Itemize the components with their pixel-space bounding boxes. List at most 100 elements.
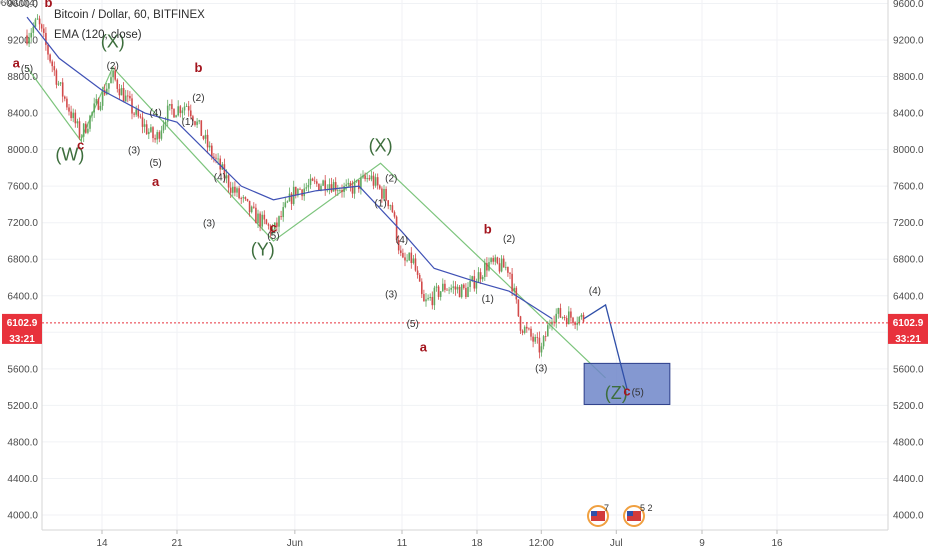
y-tick-label-right: 8400.0 [893, 109, 924, 120]
y-tick-label-left: 5200.0 [7, 401, 38, 412]
y-tick-label-right: 4000.0 [893, 511, 924, 522]
candle-body [423, 294, 425, 302]
candle-body [129, 95, 131, 99]
candle-body [238, 188, 240, 199]
candle-body [101, 89, 104, 106]
wave-label-degree: (4) [396, 235, 408, 246]
event-badges[interactable]: 7 5 2 [587, 503, 653, 527]
candle-body [400, 250, 402, 253]
candle-body [313, 180, 316, 182]
candle-body [55, 70, 58, 85]
candle-body [439, 291, 442, 297]
wave-label-red: c [623, 383, 630, 398]
candle-body [322, 180, 324, 186]
candle-body [418, 274, 421, 282]
candle-body [36, 18, 39, 20]
y-tick-label-right: 6400.0 [893, 291, 924, 302]
wave-label-red: b [44, 0, 52, 10]
candle-body [80, 136, 83, 138]
wave-label-red: b [194, 60, 202, 75]
candle-body [429, 296, 431, 298]
candle-body [561, 316, 564, 318]
wave-label-red: a [420, 339, 428, 354]
candle-body [364, 175, 366, 180]
candle-body [299, 188, 301, 190]
candle-body [481, 276, 484, 280]
candle-body [34, 19, 37, 27]
candle-body [509, 272, 511, 274]
candle-body [190, 110, 192, 117]
candle-body [257, 213, 259, 224]
candle-body [389, 205, 392, 207]
x-axis[interactable]: 14 21 Jun 11 18 12:00 Jul 9 16 [96, 530, 783, 549]
candle-body [295, 186, 297, 196]
candle-body [40, 24, 43, 29]
candle-body [290, 193, 293, 204]
candle-body [425, 299, 427, 302]
candle-body [30, 32, 32, 38]
candle-body [106, 88, 108, 95]
candle-body [460, 284, 463, 298]
candle-body [72, 112, 74, 119]
candle-body [381, 188, 383, 199]
candle-body [328, 184, 331, 190]
candle-body [232, 186, 234, 193]
y-tick-label-left: 4400.0 [7, 474, 38, 485]
y-tick-label-right: 8800.0 [893, 72, 924, 83]
candle-body [204, 134, 207, 139]
candle-body [99, 105, 102, 110]
candle-body [150, 127, 152, 132]
candle-body [511, 273, 513, 292]
candle-body [198, 120, 200, 122]
wave-label-red: c [270, 220, 277, 235]
candle-body [61, 82, 64, 97]
candle-body [353, 181, 356, 194]
y-tick-label-right: 7600.0 [893, 182, 924, 193]
candle-body [374, 177, 377, 186]
candle-body [78, 121, 81, 138]
wave-label-green: (X) [101, 31, 125, 51]
wave-label-degree: (5) [632, 387, 644, 398]
y-tick-label-right: 9200.0 [893, 36, 924, 47]
candle-body [334, 182, 337, 191]
candle-body [568, 311, 570, 325]
y-tick-label-left: 8000.0 [7, 145, 38, 156]
candle-body [372, 175, 375, 186]
candle-body [341, 190, 343, 193]
legend-ema[interactable]: EMA (120, close) [54, 29, 142, 41]
candle-body [211, 145, 213, 157]
target-zone[interactable] [583, 362, 671, 405]
y-tick-label-right: 7200.0 [893, 218, 924, 229]
candle-body [383, 188, 385, 199]
candle-body [166, 105, 169, 122]
candle-body [412, 258, 415, 263]
wave-label-degree: (1) [182, 117, 194, 128]
y-tick-label-left: 7200.0 [7, 218, 38, 229]
candle-body [183, 106, 186, 111]
wave-label-degree: (2) [192, 93, 204, 104]
candle-body [450, 287, 452, 290]
candle-body [477, 272, 480, 282]
flag-canton-icon [591, 511, 597, 516]
candle-body [85, 123, 87, 133]
wave-label-degree: (5) [267, 231, 279, 242]
legend[interactable]: Bitcoin / Dollar, 60, BITFINEX EMA (120,… [54, 9, 205, 41]
wave-projection-lines[interactable] [26, 66, 606, 379]
candle-body [219, 158, 221, 170]
candle-body [45, 32, 47, 45]
legend-symbol[interactable]: Bitcoin / Dollar, 60, BITFINEX [54, 9, 205, 21]
candle-body [557, 308, 560, 314]
candle-body [76, 121, 79, 124]
candle-body [51, 61, 53, 67]
y-tick-label-right: 8000.0 [893, 145, 924, 156]
wave-forecast-line[interactable] [583, 303, 628, 390]
wave-green-polyline [26, 66, 606, 379]
ema-line[interactable] [26, 16, 553, 320]
y-axis-right[interactable]: 9600.0 9200.0 8800.0 8400.0 8000.0 7600.0 7200… [893, 0, 924, 522]
candle-body [347, 182, 350, 185]
candle-body [446, 289, 448, 291]
candle-body [565, 317, 568, 325]
candle-body [479, 272, 482, 280]
candle-body [164, 121, 167, 125]
